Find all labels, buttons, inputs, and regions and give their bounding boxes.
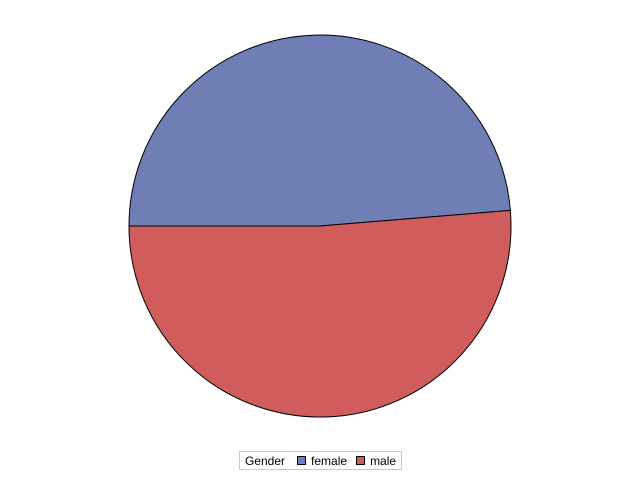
legend-label-female: female (311, 453, 348, 468)
legend-title: Gender (245, 453, 286, 468)
pie-slices (128, 34, 512, 418)
pie-slice-male (128, 209, 512, 418)
legend-label-male: male (370, 453, 397, 468)
legend-swatch-female (297, 456, 307, 465)
legend-item-male: male (356, 454, 396, 468)
pie-slice-female (128, 34, 511, 227)
legend-item-female: female (297, 454, 347, 468)
legend: Gender female male (239, 451, 403, 470)
legend-swatch-male (356, 456, 366, 465)
